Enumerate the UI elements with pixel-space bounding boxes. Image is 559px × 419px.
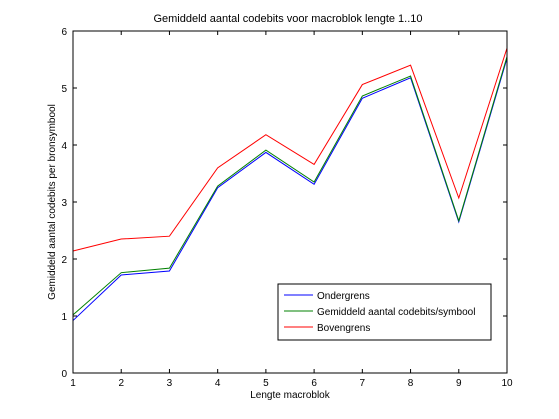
x-tick-label: 7 [360, 378, 366, 389]
y-tick-label: 4 [61, 141, 67, 152]
x-tick-label: 6 [311, 378, 317, 389]
x-tick-label: 4 [215, 378, 221, 389]
chart-title: Gemiddeld aantal codebits voor macroblok… [153, 13, 422, 25]
y-tick-label: 5 [61, 84, 67, 95]
y-tick-label: 0 [61, 369, 67, 380]
y-tick-label: 3 [61, 198, 67, 209]
y-tick-label: 1 [61, 312, 67, 323]
x-tick-label: 2 [118, 378, 124, 389]
x-tick-label: 5 [263, 378, 269, 389]
x-tick-label: 10 [501, 378, 513, 389]
x-tick-label: 9 [456, 378, 462, 389]
x-axis-label: Lengte macroblok [250, 390, 330, 401]
y-tick-label: 6 [61, 27, 67, 38]
x-tick-label: 3 [167, 378, 173, 389]
legend-label-bovengrens: Bovengrens [317, 323, 370, 334]
y-tick-label: 2 [61, 255, 67, 266]
x-tick-label: 8 [408, 378, 414, 389]
legend: Ondergrens Gemiddeld aantal codebits/sym… [278, 284, 491, 340]
legend-label-ondergrens: Ondergrens [317, 291, 370, 302]
y-axis-label: Gemiddeld aantal codebits per bronsymboo… [47, 104, 58, 300]
x-tick-label: 1 [70, 378, 76, 389]
legend-label-gemiddeld: Gemiddeld aantal codebits/symbool [317, 307, 475, 318]
